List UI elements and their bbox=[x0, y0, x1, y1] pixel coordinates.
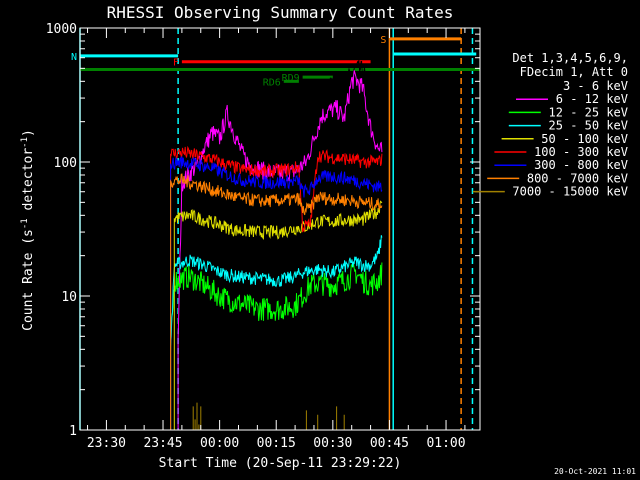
legend-entry: 6 - 12 keV bbox=[556, 92, 628, 106]
series-line bbox=[170, 156, 383, 430]
y-tick-label: 10 bbox=[61, 290, 77, 305]
x-tick-label: 23:30 bbox=[87, 436, 126, 451]
plot-frame bbox=[79, 27, 481, 431]
legend-entry: 12 - 25 keV bbox=[549, 105, 628, 119]
legend-entry: 3 - 6 keV bbox=[563, 79, 628, 93]
x-tick-label: 01:00 bbox=[426, 436, 465, 451]
series-line bbox=[170, 173, 383, 430]
flag-bar-label: RD6 bbox=[263, 77, 281, 88]
legend-entry: 7000 - 15000 keV bbox=[512, 185, 628, 199]
flag-bar-label: S bbox=[380, 35, 386, 46]
series-line bbox=[170, 145, 383, 430]
y-tick-label: 1000 bbox=[46, 22, 77, 37]
x-tick-label: 00:30 bbox=[313, 436, 352, 451]
y-tick-label: 100 bbox=[54, 156, 77, 171]
legend: Det 1,3,4,5,6,9, FDecim 1, Att 0 3 - 6 k… bbox=[472, 51, 628, 199]
flag-bar-label: F bbox=[173, 58, 179, 69]
series-line bbox=[192, 402, 345, 430]
axis-ticks: 23:30 23:45 00:00 00:15 00:30 00:45 01:00 1 10 10… bbox=[46, 22, 480, 451]
flag-bar-label: RD9 bbox=[282, 73, 300, 84]
x-tick-label: 00:45 bbox=[370, 436, 409, 451]
legend-entry: 100 - 300 keV bbox=[534, 145, 628, 159]
series-line bbox=[173, 200, 383, 430]
x-tick-label: 00:15 bbox=[257, 436, 296, 451]
legend-entry: 800 - 7000 keV bbox=[527, 171, 628, 185]
series-line bbox=[177, 70, 383, 430]
legend-entry: 25 - 50 keV bbox=[549, 119, 628, 133]
legend-entry: 300 - 800 keV bbox=[534, 158, 628, 172]
timestamp: 20-Oct-2021 11:01 bbox=[554, 467, 636, 476]
legend-header-line: FDecim 1, Att 0 bbox=[520, 65, 628, 79]
y-tick-label: 1 bbox=[69, 424, 77, 439]
axes bbox=[79, 27, 481, 431]
y-axis-label: Count Rate (s-1 detector-1) bbox=[20, 129, 36, 331]
x-tick-label: 00:00 bbox=[200, 436, 239, 451]
series-line bbox=[170, 262, 383, 430]
chart-title: RHESSI Observing Summary Count Rates bbox=[107, 3, 454, 22]
x-tick-label: 23:45 bbox=[143, 436, 182, 451]
series-line bbox=[170, 235, 383, 430]
legend-entry: 50 - 100 keV bbox=[541, 132, 628, 146]
x-axis-label: Start Time (20-Sep-11 23:29:22) bbox=[159, 456, 402, 471]
legend-header-line: Det 1,3,4,5,6,9, bbox=[512, 51, 628, 65]
data-series bbox=[170, 60, 383, 430]
series-line bbox=[173, 60, 383, 430]
flag-bar-label: N bbox=[71, 52, 77, 63]
